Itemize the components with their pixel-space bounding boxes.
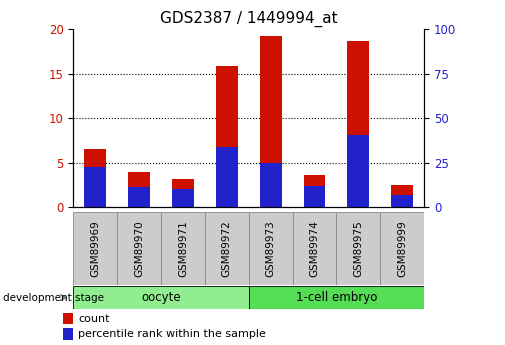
Text: GSM89975: GSM89975: [354, 220, 364, 277]
Bar: [63, 313, 73, 324]
Bar: [292, 212, 336, 285]
Bar: [248, 212, 292, 285]
Bar: [260, 37, 282, 207]
Bar: [73, 212, 117, 285]
Bar: [63, 328, 73, 340]
Bar: [161, 212, 205, 285]
Text: GSM89969: GSM89969: [90, 220, 100, 277]
Bar: [172, 179, 194, 207]
Text: GSM89971: GSM89971: [178, 220, 188, 277]
Bar: [84, 167, 106, 207]
Bar: [172, 189, 194, 207]
Text: GSM89972: GSM89972: [222, 220, 232, 277]
Bar: [117, 212, 161, 285]
Text: GSM89970: GSM89970: [134, 220, 144, 277]
Bar: [260, 164, 282, 207]
Bar: [380, 212, 424, 285]
Bar: [391, 195, 413, 207]
Bar: [347, 41, 369, 207]
Text: percentile rank within the sample: percentile rank within the sample: [78, 329, 266, 339]
Bar: [347, 135, 369, 207]
Bar: [128, 187, 150, 207]
Text: GSM89973: GSM89973: [266, 220, 276, 277]
Bar: [391, 185, 413, 207]
Bar: [336, 212, 380, 285]
Bar: [205, 212, 248, 285]
Text: oocyte: oocyte: [141, 291, 181, 304]
Title: GDS2387 / 1449994_at: GDS2387 / 1449994_at: [160, 10, 337, 27]
Bar: [73, 286, 248, 309]
Bar: [248, 286, 424, 309]
Bar: [216, 147, 238, 207]
Text: GSM89974: GSM89974: [310, 220, 320, 277]
Bar: [304, 175, 326, 207]
Text: count: count: [78, 314, 110, 324]
Bar: [216, 66, 238, 207]
Bar: [304, 186, 326, 207]
Text: 1-cell embryo: 1-cell embryo: [296, 291, 377, 304]
Text: development stage: development stage: [3, 293, 104, 303]
Bar: [128, 172, 150, 207]
Text: GSM89999: GSM89999: [397, 220, 407, 277]
Bar: [84, 149, 106, 207]
